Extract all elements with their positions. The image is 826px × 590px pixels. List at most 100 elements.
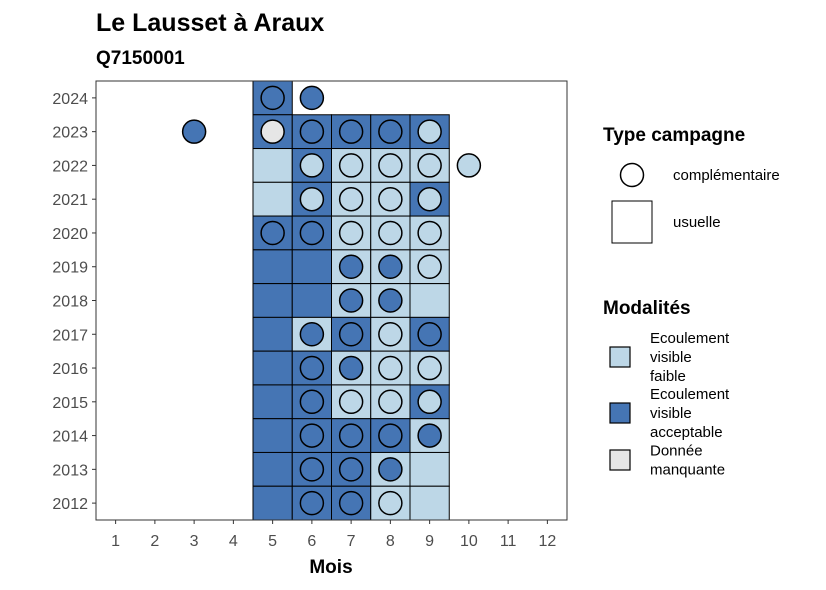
x-axis-title: Mois (309, 557, 352, 578)
legend-title: Modalités (603, 298, 691, 319)
circle-mark (417, 254, 442, 279)
circle-mark (378, 457, 403, 482)
circle-mark (338, 490, 364, 516)
x-tick-label: 4 (229, 533, 238, 550)
x-tick-label: 7 (347, 533, 356, 550)
legend-key-acceptable (609, 402, 631, 424)
circle-mark (299, 457, 325, 482)
legend-type-campagne: Type campagne complémentaire usuelle (603, 125, 780, 244)
circle-mark (378, 220, 403, 246)
y-tick-label: 2023 (52, 125, 88, 142)
circle-mark (417, 423, 442, 448)
y-tick-label: 2012 (52, 496, 88, 513)
legend-label: Ecoulement visible faible (650, 330, 730, 385)
y-tick-label: 2020 (52, 226, 88, 243)
x-tick-label: 8 (386, 533, 395, 550)
legend-key-square (611, 200, 653, 244)
legend-modalites: Modalités Ecoulement visible faibleEcouleme… (603, 298, 730, 479)
legend-key-circle (619, 162, 645, 188)
circle-mark (338, 186, 364, 212)
square-mark (252, 249, 293, 285)
chart-subtitle: Q7150001 (96, 48, 185, 69)
x-tick-label: 5 (268, 533, 277, 550)
square-mark (291, 283, 332, 318)
square-mark (252, 316, 293, 352)
square-mark (409, 485, 450, 521)
circle-mark (338, 355, 364, 381)
circle-mark (338, 288, 364, 313)
circle-mark (456, 153, 482, 178)
legend-title: Type campagne (603, 125, 745, 146)
circle-mark (260, 220, 285, 246)
square-mark (252, 451, 293, 487)
circle-mark (299, 389, 325, 415)
circle-mark (378, 119, 403, 144)
circle-mark (378, 186, 403, 212)
circle-mark (338, 322, 364, 347)
circle-mark (338, 389, 364, 415)
circle-mark (338, 254, 364, 279)
circle-mark (417, 153, 442, 178)
legend-label: usuelle (673, 214, 721, 231)
y-tick-label: 2014 (52, 429, 88, 446)
circle-mark (417, 119, 442, 144)
square-mark (252, 418, 293, 453)
legend-label: Donnée manquante (650, 443, 725, 479)
circle-mark (417, 355, 442, 381)
x-tick-label: 12 (538, 533, 556, 550)
circle-mark (378, 153, 403, 178)
circle-mark (338, 457, 364, 482)
circle-mark (260, 85, 285, 111)
circle-mark (338, 423, 364, 448)
square-mark (291, 249, 332, 285)
circle-mark (378, 389, 403, 415)
circle-mark (299, 423, 325, 448)
circle-mark (378, 288, 403, 313)
legend-key-faible (609, 346, 631, 368)
circle-mark (417, 220, 442, 246)
circle-mark (417, 322, 442, 347)
y-tick-label: 2017 (52, 327, 88, 344)
circle-mark (338, 119, 364, 144)
square-mark (252, 485, 293, 521)
x-axis: 1 2 3 4 5 6 7 8 9 10 11 12 (111, 520, 556, 550)
x-tick-label: 2 (150, 533, 159, 550)
chart-title: Le Lausset à Araux (96, 9, 324, 37)
plot-area (95, 80, 568, 521)
legend-label: complémentaire (673, 167, 780, 184)
circle-mark (338, 220, 364, 246)
circle-mark (299, 119, 325, 144)
circles-layer (181, 85, 482, 516)
x-tick-label: 9 (425, 533, 434, 550)
circle-mark (260, 119, 285, 144)
circle-mark (299, 220, 325, 246)
square-mark (252, 181, 293, 217)
circle-mark (299, 85, 325, 111)
y-tick-label: 2016 (52, 361, 88, 378)
square-mark (252, 350, 293, 386)
x-tick-label: 3 (190, 533, 199, 550)
circle-mark (299, 490, 325, 516)
circle-mark (417, 186, 442, 212)
y-tick-label: 2015 (52, 395, 88, 412)
y-axis: 2024 2023 2022 2021 2020 2019 2018 2017 2016 2015… (52, 91, 96, 513)
circle-mark (378, 322, 403, 347)
x-tick-label: 6 (307, 533, 316, 550)
circle-mark (417, 389, 442, 415)
y-tick-label: 2024 (52, 91, 88, 108)
x-tick-label: 10 (460, 533, 478, 550)
circle-mark (378, 423, 403, 448)
x-tick-label: 1 (111, 533, 120, 550)
square-mark (252, 148, 293, 183)
circle-mark (299, 153, 325, 178)
circle-mark (299, 186, 325, 212)
circle-mark (378, 355, 403, 381)
circle-mark (299, 355, 325, 381)
circle-mark (299, 322, 325, 347)
circle-mark (378, 254, 403, 279)
y-tick-label: 2022 (52, 158, 88, 175)
square-mark (252, 283, 293, 318)
circle-mark (378, 490, 403, 516)
y-tick-label: 2019 (52, 260, 88, 277)
